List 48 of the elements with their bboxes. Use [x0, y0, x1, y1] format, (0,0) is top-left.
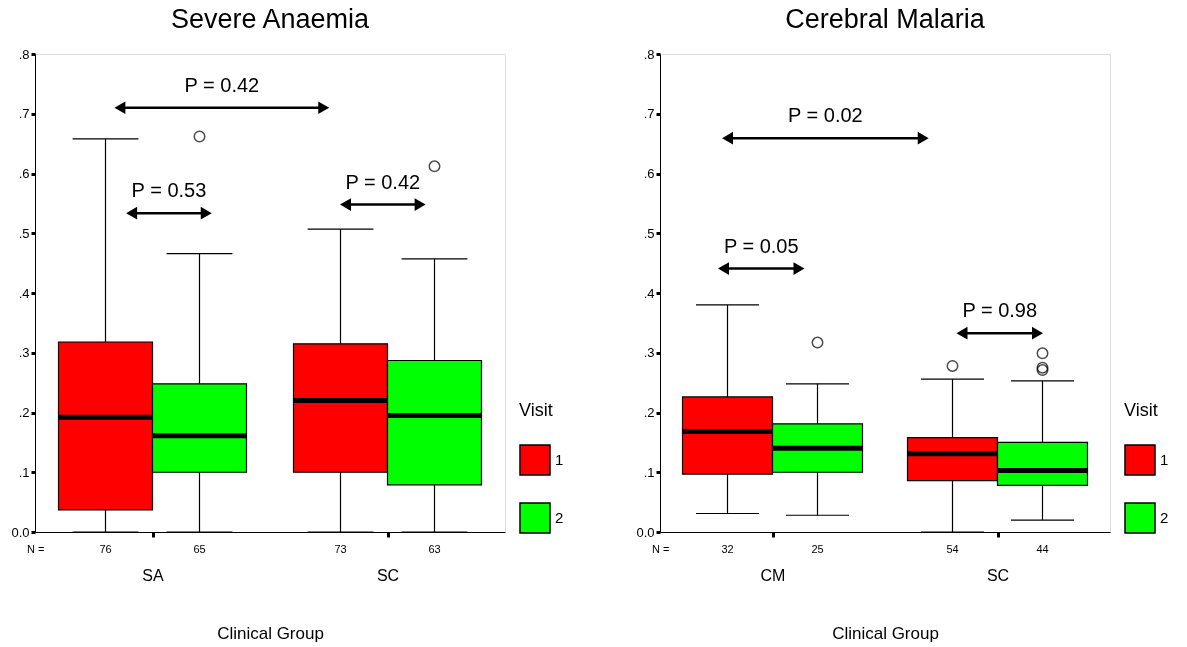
y-tick-label: .8	[643, 46, 655, 62]
x-axis-title: Clinical Group	[217, 623, 324, 643]
y-tick-label: .2	[18, 405, 30, 420]
text: 63	[428, 543, 441, 555]
text: 54	[946, 543, 959, 555]
text: N =	[652, 543, 670, 555]
y-tick-label: .4	[643, 285, 655, 301]
x-axis-title: Clinical Group	[832, 623, 939, 643]
annotation: P = 0.42	[345, 170, 421, 193]
text: N =	[27, 543, 45, 555]
chart-title: Cerebral Malaria	[785, 4, 986, 34]
y-tick-label: .5	[18, 225, 30, 241]
y-tick-label: .7	[18, 106, 30, 122]
annotation: P = 0.05	[723, 234, 799, 257]
text: 65	[193, 543, 206, 555]
legend-label: 2	[555, 509, 564, 526]
y-tick-label: .2	[643, 405, 655, 420]
y-tick-label: .3	[643, 345, 655, 361]
annotation: P = 0.98	[962, 299, 1038, 322]
y-tick-label: .6	[18, 166, 30, 181]
x-tick-label: SC	[986, 566, 1010, 584]
annotation: P = 0.53	[131, 179, 207, 202]
x-tick-label: CM	[760, 566, 786, 584]
y-tick-label: .3	[18, 345, 30, 361]
chart-title: Severe Anaemia	[170, 4, 371, 34]
text: 76	[99, 543, 112, 555]
y-tick-label: .6	[643, 166, 655, 181]
legend-label: 1	[555, 451, 564, 468]
text: 44	[1036, 543, 1049, 555]
y-tick-label: .8	[18, 46, 30, 62]
legend-label: 1	[1160, 451, 1169, 468]
y-tick-label: .1	[643, 464, 655, 480]
y-tick-label: 0.0	[11, 524, 30, 540]
y-tick-label: .7	[643, 106, 655, 122]
text: 73	[334, 543, 347, 555]
x-tick-label: SA	[142, 566, 164, 584]
y-tick-label: .5	[643, 225, 655, 241]
y-tick-label: .1	[18, 464, 30, 480]
text: 25	[811, 543, 824, 555]
x-tick-label: SC	[376, 566, 400, 584]
text: 32	[721, 543, 734, 555]
legend-label: 2	[1160, 509, 1169, 526]
annotation: P = 0.42	[184, 73, 260, 96]
y-tick-label: .4	[18, 285, 30, 301]
annotation: P = 0.02	[788, 104, 863, 127]
legend-title: Visit	[519, 400, 553, 420]
legend-title: Visit	[1124, 400, 1158, 420]
y-tick-label: 0.0	[636, 524, 655, 540]
